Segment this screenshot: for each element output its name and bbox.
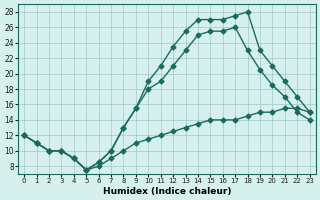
X-axis label: Humidex (Indice chaleur): Humidex (Indice chaleur) [103, 187, 231, 196]
